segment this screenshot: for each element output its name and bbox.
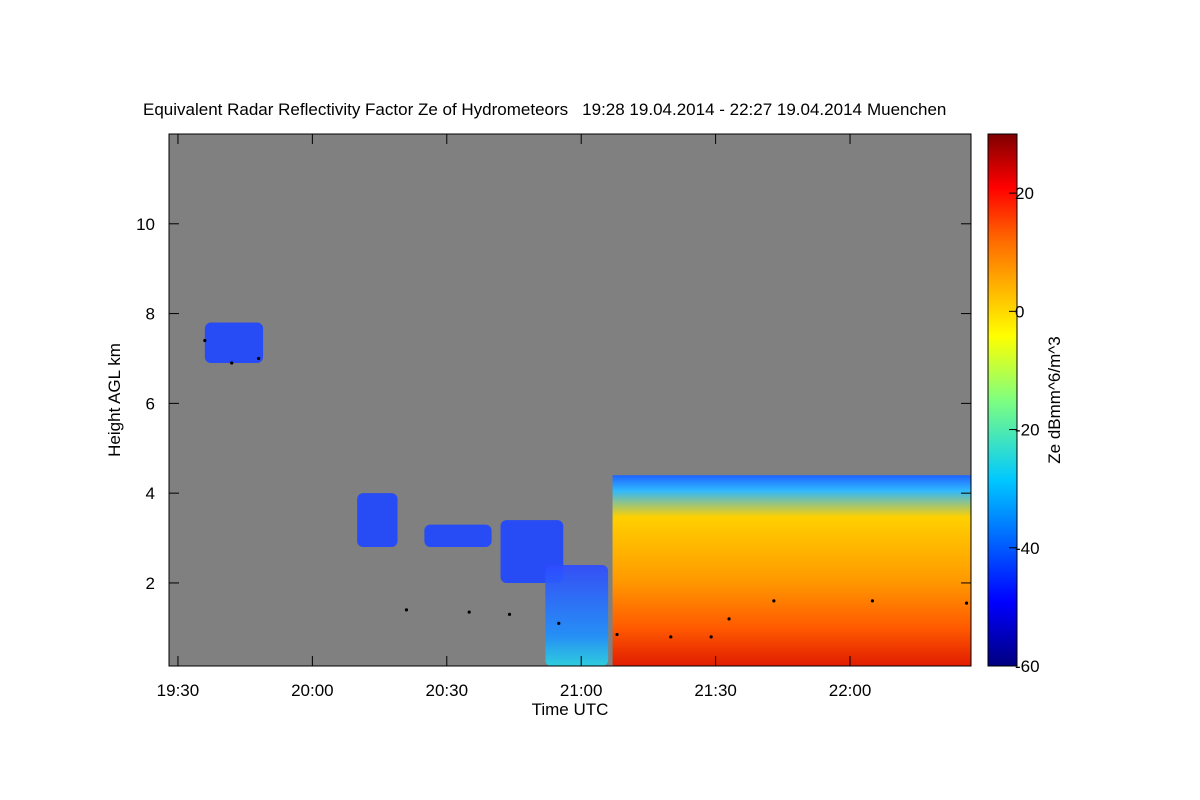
colorbar-label: Ze dBmm^6/m^3	[1045, 336, 1064, 463]
colorbar-tick-label: -40	[1015, 539, 1040, 558]
echo-region-precipitation	[612, 475, 971, 666]
cloud-base-layer	[203, 338, 969, 639]
cloud-base-point	[870, 599, 875, 603]
cloud-base-point	[669, 635, 673, 639]
y-axis-label: Height AGL km	[105, 343, 124, 457]
x-tick-label: 19:30	[157, 681, 200, 700]
cloud-base-point	[257, 356, 261, 361]
x-axis-label: Time UTC	[532, 700, 609, 719]
plot-frame	[168, 133, 972, 667]
echo-layer	[204, 322, 971, 666]
y-tick-label: 8	[146, 305, 155, 324]
colorbar-ticks: -60 -40 -20 0 20	[1009, 184, 1040, 676]
cloud-base-point	[507, 612, 512, 616]
x-tick-label: 20:00	[291, 681, 334, 700]
cloud-base-point	[772, 599, 776, 603]
echo-region-cirrus	[204, 322, 264, 363]
colorbar-tick-label: 20	[1015, 184, 1034, 203]
y-tick-label: 4	[146, 484, 155, 503]
cloud-base-point	[615, 632, 619, 637]
cloud-base-point	[557, 621, 561, 625]
colorbar	[987, 133, 1018, 667]
cloud-base-point	[404, 608, 409, 612]
y-tick-label: 2	[146, 574, 155, 593]
x-tick-label: 21:00	[560, 681, 603, 700]
x-tick-label: 20:30	[426, 681, 469, 700]
cloud-base-point	[727, 617, 731, 621]
cloud-base-point	[467, 610, 471, 614]
echo-region-low-cloud	[545, 564, 609, 666]
cloud-base-point	[964, 601, 969, 605]
y-tick-label: 10	[136, 215, 155, 234]
x-tick-label: 21:30	[694, 681, 737, 700]
chart-title: Equivalent Radar Reflectivity Factor Ze …	[143, 100, 946, 119]
echo-region-mid-level-cloud	[424, 524, 492, 548]
colorbar-tick-label: -20	[1015, 421, 1040, 440]
y-axis: 2 4 6 8 10	[136, 215, 971, 593]
cloud-base-point	[203, 338, 207, 343]
cloud-base-point	[230, 361, 234, 365]
y-tick-label: 6	[146, 394, 155, 413]
cloud-base-point	[709, 635, 713, 639]
x-tick-label: 22:00	[829, 681, 872, 700]
colorbar-tick-label: 0	[1015, 302, 1024, 321]
echo-region-mid-level-cloud	[357, 493, 398, 548]
colorbar-tick-label: -60	[1015, 657, 1040, 676]
x-axis: 19:30 20:00 20:30 21:00 21:30 22:00	[157, 134, 872, 700]
